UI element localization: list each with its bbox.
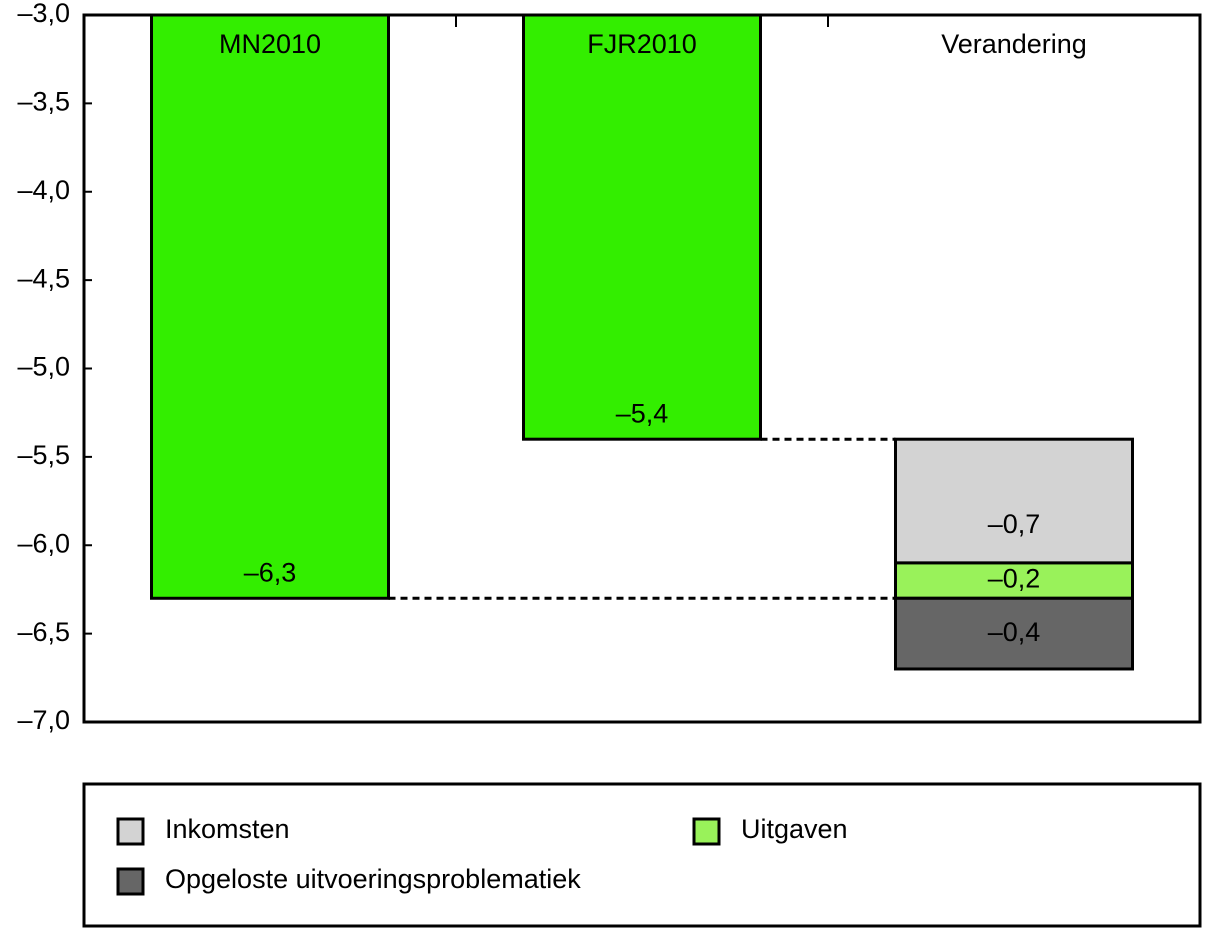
y-tick-label: –5,5 xyxy=(17,440,70,470)
category-label: FJR2010 xyxy=(587,29,697,59)
bar xyxy=(150,13,390,600)
y-tick-label: –7,0 xyxy=(17,705,70,735)
y-tick-label: –4,0 xyxy=(17,175,70,205)
legend-label: Opgeloste uitvoeringsproblematiek xyxy=(165,864,581,894)
y-tick-label: –4,5 xyxy=(17,263,70,293)
y-tick-label: –6,5 xyxy=(17,617,70,647)
legend-box xyxy=(82,782,1202,928)
segment xyxy=(894,437,1134,565)
segment xyxy=(894,596,1134,671)
legend-swatch xyxy=(116,867,145,896)
value-label: –6,3 xyxy=(244,557,297,587)
bar xyxy=(522,13,762,441)
value-label: –0,4 xyxy=(988,617,1041,647)
value-label: –0,7 xyxy=(988,509,1041,539)
value-label: –0,2 xyxy=(988,564,1041,594)
y-tick-label: –6,0 xyxy=(17,528,70,558)
value-label: –5,4 xyxy=(616,398,669,428)
y-tick-label: –5,0 xyxy=(17,352,70,382)
y-tick-label: –3,0 xyxy=(17,0,70,28)
legend-label: Uitgaven xyxy=(741,814,848,844)
segment xyxy=(894,561,1134,600)
category-label: Verandering xyxy=(941,29,1087,59)
legend-swatch xyxy=(692,817,721,846)
y-tick-label: –3,5 xyxy=(17,87,70,117)
plot-frame xyxy=(82,13,1202,724)
category-label: MN2010 xyxy=(219,29,321,59)
legend-label: Inkomsten xyxy=(165,814,290,844)
legend-swatch xyxy=(116,817,145,846)
